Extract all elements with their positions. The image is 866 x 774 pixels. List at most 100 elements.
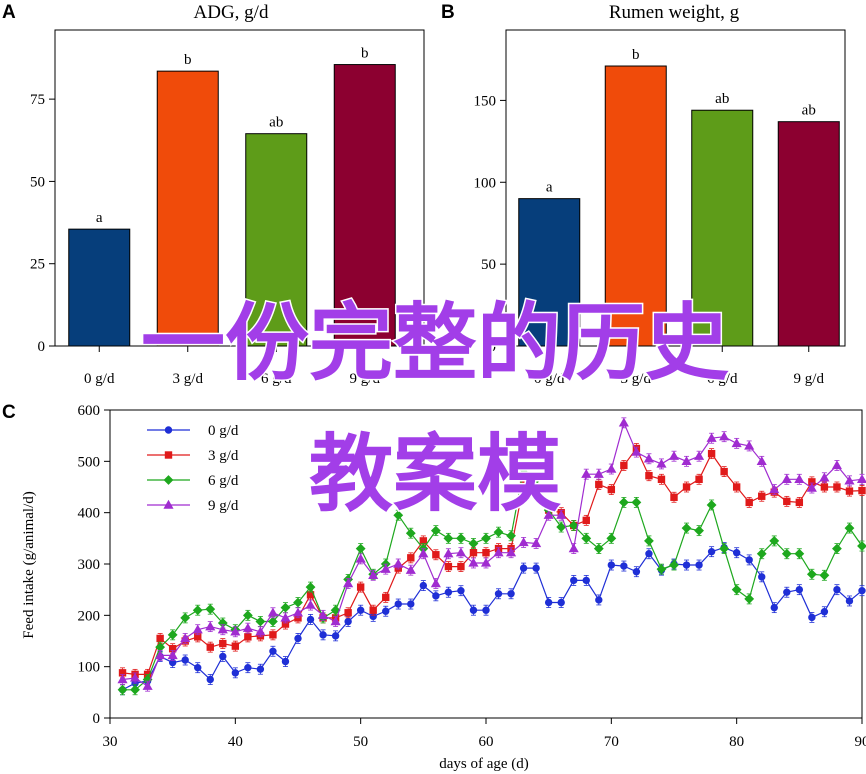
data-point: [469, 606, 478, 614]
legend-marker: [163, 475, 174, 485]
data-point: [582, 576, 590, 585]
data-point: [356, 606, 365, 614]
data-point: [694, 450, 705, 460]
x-tick-label: 0 g/d: [534, 371, 565, 387]
data-point: [832, 543, 842, 554]
data-point: [795, 498, 804, 507]
data-point: [519, 564, 528, 572]
data-point: [781, 548, 792, 559]
data-point: [507, 590, 515, 598]
data-point: [255, 616, 266, 627]
data-point: [631, 497, 642, 508]
y-tick-label: 600: [78, 403, 101, 419]
data-point: [457, 586, 465, 595]
data-point: [606, 463, 617, 473]
data-point: [382, 593, 390, 602]
data-point: [419, 581, 428, 590]
data-point: [806, 569, 817, 580]
data-point: [668, 450, 680, 460]
data-point: [206, 675, 214, 684]
data-point: [368, 570, 379, 579]
bar-significance-label: b: [361, 46, 369, 62]
y-tick-label: 75: [30, 92, 45, 108]
data-point: [607, 485, 616, 494]
data-point: [732, 483, 741, 491]
panel-a-plot: 0 25 50 75 a 0 g/d b 3 g/d ab 6 g/d b 9 g/d: [30, 29, 425, 387]
data-point: [856, 474, 866, 483]
data-point: [644, 535, 654, 546]
data-point: [845, 487, 854, 495]
x-tick-label: 6 g/d: [707, 371, 738, 387]
data-point: [769, 484, 780, 494]
data-point: [219, 652, 227, 661]
panel-b-plot: 0 50 100 150 a 0 g/d b 3 g/d ab 6 g/d ab 9 g/d: [474, 29, 846, 387]
panel-c-feed-intake: C 0 100 200 300 400 500 600 30 40 50 60 70 80 90 days…: [2, 402, 866, 772]
data-point: [130, 684, 140, 695]
y-tick-label: 100: [474, 175, 497, 191]
data-point: [756, 548, 767, 559]
data-point: [707, 547, 716, 556]
y-tick-label: 200: [78, 608, 101, 624]
data-point: [205, 621, 216, 631]
data-point: [331, 632, 340, 640]
bar-4: [777, 121, 840, 347]
data-point: [695, 561, 703, 569]
data-point: [820, 483, 829, 491]
data-point: [720, 467, 728, 476]
y-tick-label: 300: [78, 557, 101, 573]
data-point: [206, 643, 214, 651]
bar-significance-label: ab: [802, 103, 816, 119]
legend: 0 g/d 3 g/d 6 g/d 9 g/d: [147, 423, 239, 514]
data-point: [117, 684, 128, 695]
data-point: [219, 639, 227, 648]
data-point: [568, 520, 579, 531]
data-point: [405, 564, 416, 574]
data-point: [407, 600, 415, 608]
data-point: [656, 564, 667, 575]
data-point: [769, 535, 780, 546]
data-point: [645, 550, 653, 558]
legend-item: 6 g/d: [147, 473, 239, 489]
data-point: [444, 562, 453, 571]
legend-marker: [164, 426, 173, 434]
data-point: [380, 563, 391, 573]
data-point: [444, 588, 453, 596]
panel-b-title: Rumen weight, g: [609, 2, 740, 23]
legend-label: 9 g/d: [208, 498, 239, 514]
data-point: [557, 598, 565, 607]
data-point: [518, 537, 529, 547]
data-point: [393, 510, 404, 521]
data-point: [268, 616, 278, 627]
data-point: [355, 553, 366, 563]
bar-1: [518, 198, 581, 347]
data-point: [355, 543, 366, 554]
series-9-g-d: [117, 417, 866, 692]
panel-a-adg: A ADG, g/d 0 25 50 75 a 0 g/d b 3 g/d ab 6 g/d b 9 …: [2, 2, 425, 387]
bar-3: [691, 109, 754, 347]
x-axis-label: days of age (d): [439, 756, 529, 772]
x-tick-label: 80: [729, 734, 744, 750]
y-tick-label: 400: [78, 506, 101, 522]
data-point: [643, 453, 654, 463]
x-tick-label: 30: [103, 734, 118, 750]
data-point: [745, 556, 753, 564]
data-point: [607, 561, 616, 569]
y-tick-label: 0: [93, 711, 101, 727]
legend-label: 3 g/d: [208, 448, 239, 464]
data-point: [269, 631, 277, 639]
data-point: [356, 583, 365, 591]
data-point: [156, 634, 164, 643]
data-point: [758, 492, 766, 500]
data-point: [593, 468, 604, 478]
data-point: [794, 548, 805, 559]
bar-significance-label: b: [632, 47, 640, 63]
data-point: [280, 612, 291, 622]
legend-marker: [163, 499, 174, 509]
legend-item: 0 g/d: [147, 423, 239, 439]
data-point: [568, 543, 579, 553]
series-0-g-d: [118, 542, 866, 696]
data-point: [620, 461, 628, 470]
data-point: [808, 613, 816, 622]
y-tick-label: 0: [38, 339, 46, 355]
